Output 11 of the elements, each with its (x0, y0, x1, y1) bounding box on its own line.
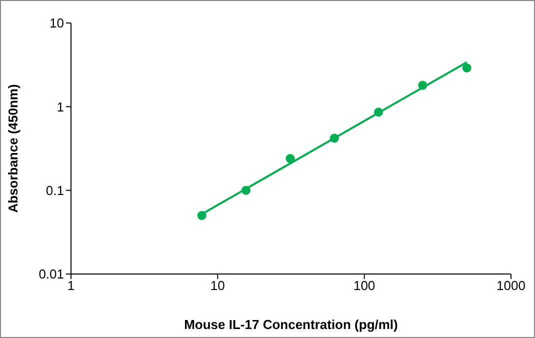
x-tick-label: 10 (210, 278, 225, 294)
x-tick-label: 1 (67, 278, 75, 294)
y-axis-title: Absorbance (450nm) (6, 84, 21, 213)
y-tick-label: 10 (50, 16, 64, 31)
y-tick-label: 1 (56, 99, 64, 114)
x-tick-label: 1000 (496, 278, 526, 294)
y-tick-label: 0.1 (46, 182, 64, 198)
x-tick-label: 100 (353, 278, 376, 294)
x-axis-title: Mouse IL-17 Concentration (pg/ml) (184, 317, 398, 332)
point (462, 63, 472, 72)
y-tick-label: 0.01 (38, 266, 64, 282)
